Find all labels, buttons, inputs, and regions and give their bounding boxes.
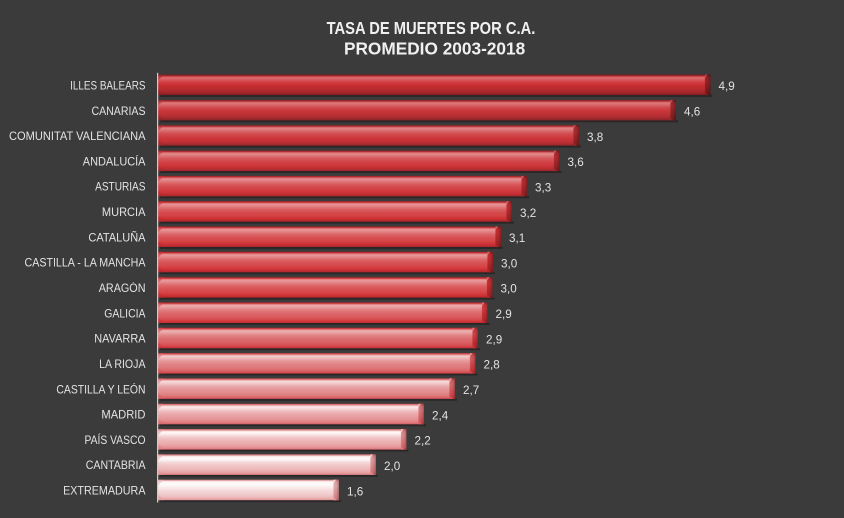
- svg-text:ILLES BALEARS: ILLES BALEARS: [70, 80, 146, 92]
- svg-text:CASTILLA Y LEÓN: CASTILLA Y LEÓN: [56, 383, 145, 396]
- svg-text:PAÍS VASCO: PAÍS VASCO: [85, 434, 146, 447]
- svg-text:2,9: 2,9: [486, 332, 502, 346]
- svg-text:3,3: 3,3: [535, 180, 551, 194]
- svg-text:3,0: 3,0: [501, 282, 517, 296]
- svg-text:CATALUÑA: CATALUÑA: [88, 231, 145, 244]
- svg-text:2,8: 2,8: [484, 358, 500, 372]
- svg-text:NAVARRA: NAVARRA: [94, 334, 146, 346]
- svg-text:CASTILLA - LA MANCHA: CASTILLA - LA MANCHA: [25, 258, 146, 270]
- svg-text:ANDALUCÍA: ANDALUCÍA: [83, 155, 146, 168]
- svg-text:PROMEDIO 2003-2018: PROMEDIO 2003-2018: [344, 39, 526, 59]
- svg-text:MURCIA: MURCIA: [102, 207, 146, 219]
- svg-text:3,6: 3,6: [568, 155, 584, 169]
- svg-text:MADRID: MADRID: [101, 410, 145, 422]
- svg-text:TASA DE MUERTES POR C.A.: TASA DE MUERTES POR C.A.: [327, 18, 536, 38]
- svg-text:ARAGÓN: ARAGÓN: [99, 282, 146, 295]
- svg-text:CANTABRIA: CANTABRIA: [86, 460, 146, 472]
- svg-text:2,9: 2,9: [496, 307, 512, 321]
- svg-text:LA RIOJA: LA RIOJA: [99, 359, 146, 371]
- svg-text:ASTURIAS: ASTURIAS: [95, 182, 146, 194]
- svg-text:2,0: 2,0: [384, 459, 400, 473]
- svg-text:4,9: 4,9: [719, 79, 735, 93]
- svg-text:COMUNITAT VALENCIANA: COMUNITAT VALENCIANA: [9, 131, 146, 143]
- svg-text:EXTREMADURA: EXTREMADURA: [63, 486, 146, 498]
- svg-text:2,4: 2,4: [432, 408, 448, 422]
- svg-text:GALICIA: GALICIA: [104, 308, 145, 320]
- svg-text:1,6: 1,6: [347, 484, 363, 498]
- svg-text:3,8: 3,8: [587, 130, 603, 144]
- svg-text:3,2: 3,2: [520, 206, 536, 220]
- svg-text:3,0: 3,0: [501, 256, 517, 270]
- svg-text:4,6: 4,6: [684, 105, 700, 119]
- svg-text:2,7: 2,7: [463, 383, 479, 397]
- svg-text:2,2: 2,2: [415, 434, 431, 448]
- svg-text:3,1: 3,1: [509, 231, 525, 245]
- svg-text:CANARIAS: CANARIAS: [92, 106, 146, 118]
